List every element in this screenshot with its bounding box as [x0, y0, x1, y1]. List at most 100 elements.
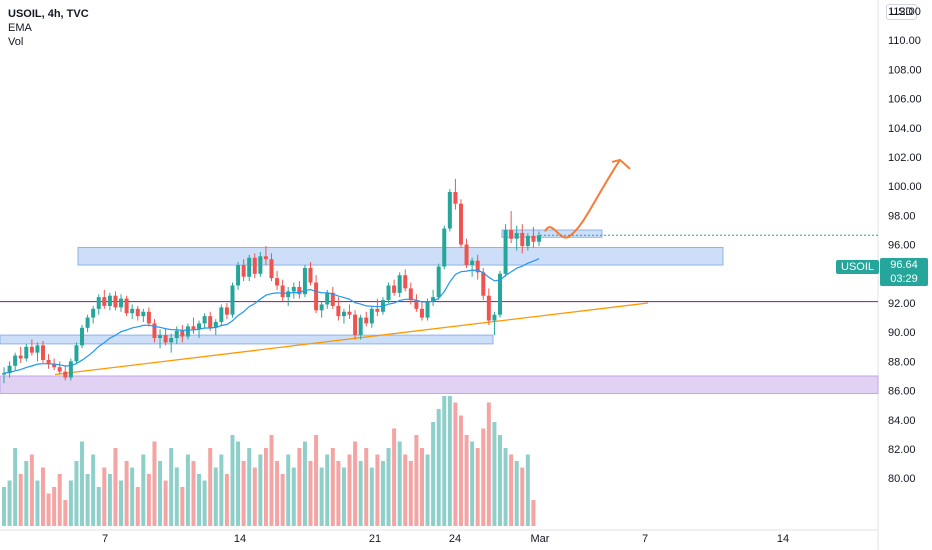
candle-body[interactable] — [275, 278, 280, 286]
candle-body[interactable] — [230, 285, 235, 315]
zone-target[interactable] — [501, 229, 603, 238]
candle-body[interactable] — [308, 267, 313, 283]
candle-body[interactable] — [224, 307, 229, 315]
candle-body[interactable] — [341, 311, 346, 317]
candle-body[interactable] — [486, 295, 491, 321]
candle-body[interactable] — [347, 311, 352, 315]
candle-body[interactable] — [280, 285, 285, 298]
candle-body[interactable] — [113, 295, 118, 308]
candle-body[interactable] — [141, 311, 146, 317]
candle-body[interactable] — [80, 327, 85, 346]
candle-body[interactable] — [202, 316, 207, 324]
candle-body[interactable] — [525, 235, 530, 247]
candle-body[interactable] — [419, 308, 424, 318]
candle-body[interactable] — [520, 232, 525, 247]
candle-body[interactable] — [74, 345, 79, 362]
candle-body[interactable] — [392, 285, 397, 293]
candle-body[interactable] — [408, 288, 413, 301]
legend-ema[interactable]: EMA — [8, 22, 32, 34]
zone-support[interactable] — [0, 334, 494, 345]
candle-body[interactable] — [174, 330, 179, 339]
candle-body[interactable] — [369, 308, 374, 324]
candle-body[interactable] — [537, 235, 541, 242]
candle-body[interactable] — [135, 308, 140, 317]
candle-body[interactable] — [291, 286, 296, 292]
candle-body[interactable] — [375, 308, 380, 312]
candle-body[interactable] — [252, 257, 257, 274]
candle-body[interactable] — [57, 367, 62, 372]
candle-body[interactable] — [96, 297, 101, 309]
candle-body[interactable] — [241, 265, 246, 277]
candle-body[interactable] — [302, 267, 307, 295]
candle-body[interactable] — [314, 282, 319, 311]
candle-body[interactable] — [24, 346, 29, 359]
candle-body[interactable] — [102, 297, 107, 306]
candle-body[interactable] — [497, 273, 502, 315]
candle-body[interactable] — [163, 335, 168, 343]
candle-body[interactable] — [481, 272, 486, 296]
candle-body[interactable] — [146, 311, 151, 324]
candle-body[interactable] — [124, 298, 129, 314]
candle-body[interactable] — [458, 203, 463, 245]
legend-vol[interactable]: Vol — [8, 36, 24, 48]
candle-body[interactable] — [130, 308, 135, 314]
legend-symbol[interactable]: USOIL, 4h, TVC — [8, 8, 89, 20]
candle-body[interactable] — [325, 292, 330, 305]
candle-body[interactable] — [503, 230, 508, 274]
candle-body[interactable] — [286, 291, 291, 298]
candle-body[interactable] — [531, 235, 536, 242]
candle-body[interactable] — [358, 317, 363, 336]
candle-body[interactable] — [397, 275, 402, 293]
candle-body[interactable] — [7, 365, 12, 374]
candle-body[interactable] — [119, 298, 124, 308]
candle-body[interactable] — [158, 335, 163, 339]
candle-body[interactable] — [236, 265, 241, 286]
candle-body[interactable] — [436, 266, 441, 298]
candle-body[interactable] — [330, 292, 335, 306]
candle-body[interactable] — [41, 345, 46, 360]
candle-body[interactable] — [442, 228, 447, 267]
candle-body[interactable] — [464, 244, 469, 266]
candle-body[interactable] — [107, 295, 112, 306]
currency-button[interactable]: USD — [886, 4, 918, 20]
candle-body[interactable] — [169, 338, 174, 343]
candle-body[interactable] — [263, 256, 268, 260]
candle-body[interactable] — [191, 326, 196, 330]
candle-body[interactable] — [180, 330, 185, 337]
candle-body[interactable] — [403, 275, 408, 289]
candle-body[interactable] — [197, 323, 202, 330]
projection-arrowhead[interactable] — [611, 158, 631, 170]
candle-body[interactable] — [364, 317, 369, 324]
candle-body[interactable] — [85, 317, 90, 328]
candle-body[interactable] — [63, 371, 68, 378]
ema-line[interactable] — [3, 258, 540, 374]
candle-body[interactable] — [269, 259, 274, 279]
candle-body[interactable] — [453, 192, 458, 204]
candle-body[interactable] — [2, 373, 6, 375]
ascending-trendline[interactable] — [54, 302, 649, 376]
candle-body[interactable] — [13, 355, 18, 366]
candle-body[interactable] — [219, 307, 224, 322]
candle-body[interactable] — [91, 308, 96, 318]
candle-body[interactable] — [46, 359, 51, 365]
candle-body[interactable] — [319, 304, 324, 311]
candle-body[interactable] — [213, 321, 218, 328]
candle-body[interactable] — [29, 346, 34, 353]
candle-body[interactable] — [514, 232, 519, 239]
candle-body[interactable] — [336, 305, 341, 317]
candle-body[interactable] — [414, 300, 419, 309]
projection-curve[interactable] — [544, 159, 621, 239]
candle-body[interactable] — [431, 297, 436, 302]
candle-body[interactable] — [208, 316, 213, 328]
candle-body[interactable] — [509, 230, 514, 239]
candle-body[interactable] — [152, 323, 157, 339]
candle-body[interactable] — [35, 345, 40, 353]
candle-body[interactable] — [447, 192, 452, 229]
candle-body[interactable] — [297, 286, 302, 295]
candle-body[interactable] — [475, 260, 480, 273]
candle-body[interactable] — [470, 260, 475, 266]
candle-body[interactable] — [247, 257, 252, 277]
candle-body[interactable] — [425, 301, 430, 318]
zone-resistance[interactable] — [77, 247, 724, 266]
candle-body[interactable] — [52, 364, 57, 368]
